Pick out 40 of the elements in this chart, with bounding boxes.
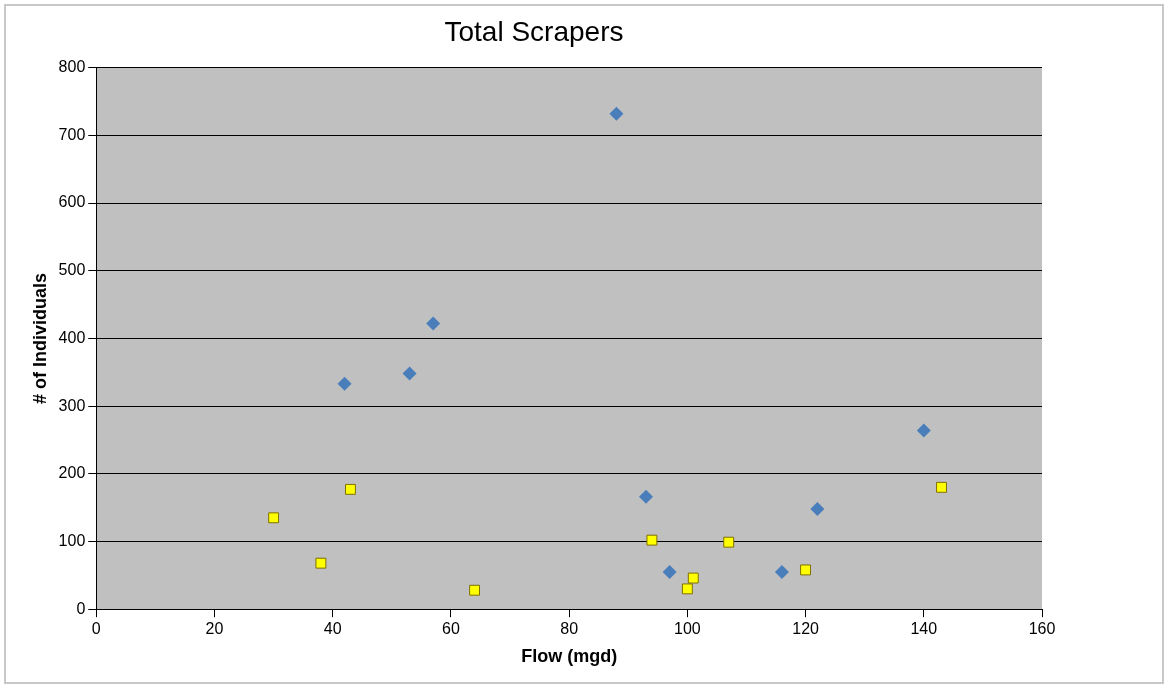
point [681, 583, 693, 595]
y-tick-label: 500 [58, 261, 86, 279]
point [662, 564, 677, 579]
y-tick-label: 100 [58, 531, 86, 549]
x-tick-label: 80 [560, 620, 579, 638]
point [268, 512, 280, 524]
x-axis-title: Flow (mgd) [521, 646, 618, 667]
x-tick-label: 120 [792, 620, 820, 638]
point [774, 564, 789, 579]
point [469, 584, 481, 596]
point [687, 572, 699, 584]
x-tick-label: 100 [674, 620, 701, 638]
point [646, 534, 658, 546]
y-tick-label: 200 [58, 464, 86, 482]
y-tick-label: 300 [58, 396, 86, 414]
point [426, 316, 441, 331]
point [800, 564, 812, 576]
point [609, 106, 624, 121]
point [315, 557, 327, 569]
y-tick-label: 600 [58, 193, 86, 211]
y-tick-label: 400 [58, 328, 86, 346]
x-tick-label: 160 [1028, 620, 1056, 638]
chart-title: Total Scrapers [444, 15, 624, 47]
point [345, 483, 356, 495]
y-axis-title: # of Individuals [29, 272, 50, 404]
point [337, 376, 352, 391]
x-tick-label: 20 [205, 620, 224, 638]
x-tick-label: 40 [323, 620, 342, 638]
point [916, 423, 931, 438]
y-tick-label: 800 [58, 58, 86, 76]
x-tick-label: 0 [91, 620, 101, 638]
point [638, 489, 653, 504]
x-tick-label: 140 [910, 620, 938, 638]
y-tick-label: 0 [76, 599, 86, 617]
y-tick-label: 700 [58, 125, 86, 143]
point [402, 366, 417, 381]
point [810, 502, 825, 516]
point [936, 481, 947, 493]
point [723, 536, 735, 548]
x-tick-label: 60 [442, 620, 460, 638]
